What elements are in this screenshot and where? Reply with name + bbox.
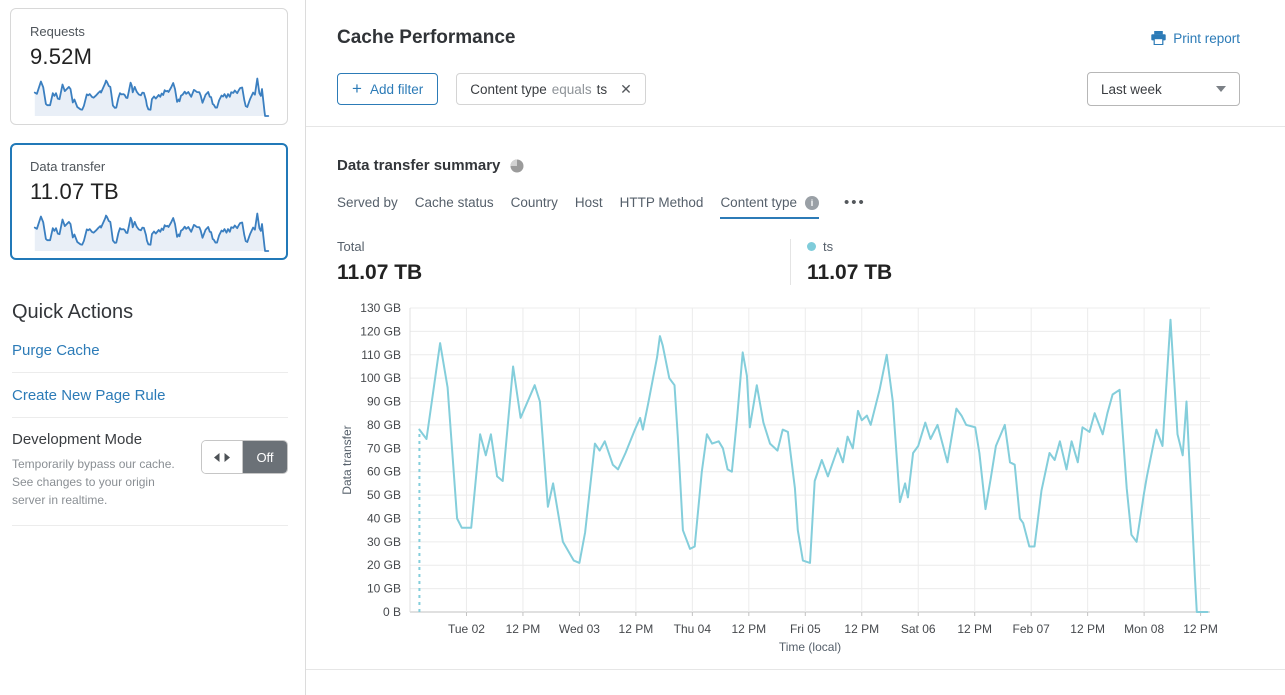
bottom-divider [306, 669, 1285, 670]
sparkline-canvas [33, 77, 270, 117]
printer-icon [1151, 31, 1166, 45]
quick-action-purge-cache[interactable]: Purge Cache [12, 328, 288, 373]
svg-text:Wed 03: Wed 03 [559, 622, 600, 636]
tab-label: Country [510, 195, 558, 210]
total-label: Total [337, 239, 365, 254]
development-mode-toggle[interactable]: Off [201, 440, 288, 474]
svg-text:Thu 04: Thu 04 [674, 622, 712, 636]
filter-chip-operator: equals [551, 81, 592, 97]
series-value: 11.07 TB [807, 261, 893, 284]
svg-text:10 GB: 10 GB [367, 582, 401, 596]
total-block: Total 11.07 TB [337, 239, 790, 285]
sparkline-canvas [33, 212, 270, 252]
tab-label: Served by [337, 195, 398, 210]
svg-text:20 GB: 20 GB [367, 558, 401, 572]
tab-label: Host [574, 195, 603, 210]
development-mode-block: Development Mode Temporarily bypass our … [12, 418, 288, 526]
svg-text:120 GB: 120 GB [360, 324, 401, 338]
print-report-label: Print report [1173, 30, 1240, 46]
page-title: Cache Performance [337, 27, 516, 48]
summary-tabs: Served by Cache status Country Host HTTP Met… [337, 194, 1240, 220]
quick-action-create-new-page-rule[interactable]: Create New Page Rule [12, 373, 288, 418]
svg-text:60 GB: 60 GB [367, 465, 401, 479]
svg-text:0 B: 0 B [383, 605, 401, 619]
filter-chip-value: ts [596, 81, 608, 97]
remove-filter-icon[interactable] [620, 81, 632, 98]
requests-sparkline [30, 73, 270, 118]
quick-actions-title: Quick Actions [12, 301, 134, 323]
svg-text:12 PM: 12 PM [1183, 622, 1218, 636]
filter-chip-content-type: Content type equals ts [456, 73, 646, 105]
data-transfer-label: Data transfer [30, 159, 106, 174]
svg-text:110 GB: 110 GB [361, 348, 401, 362]
svg-text:12 PM: 12 PM [731, 622, 766, 636]
svg-text:12 PM: 12 PM [506, 622, 541, 636]
svg-text:Feb 07: Feb 07 [1012, 622, 1050, 636]
svg-text:40 GB: 40 GB [367, 511, 401, 525]
tab-label: HTTP Method [619, 195, 704, 210]
tab-label: Cache status [414, 195, 494, 210]
chart-axes: 0 B 10 GB 20 GB 30 GB 40 GB 50 GB 60 GB 70 GB 80… [340, 301, 1218, 654]
header-divider [306, 126, 1285, 127]
svg-text:Sat 06: Sat 06 [901, 622, 936, 636]
print-report-button[interactable]: Print report [1151, 31, 1240, 46]
chart-grid [409, 307, 1210, 613]
time-range-value: Last week [1101, 81, 1162, 97]
svg-text:Data transfer: Data transfer [340, 425, 354, 494]
stat-card-requests[interactable]: Requests 9.52M [10, 8, 288, 125]
toggle-arrows-icon[interactable] [202, 441, 243, 473]
summary-section-title: Data transfer summary [337, 157, 501, 174]
chevron-down-icon [1216, 86, 1226, 92]
legend-block: ts 11.07 TB [790, 239, 892, 285]
info-icon[interactable] [805, 195, 819, 210]
pie-chart-icon [510, 159, 524, 173]
svg-text:12 PM: 12 PM [844, 622, 879, 636]
total-value: 11.07 TB [337, 261, 423, 284]
plus-icon [352, 79, 370, 99]
main-content: Cache Performance Print report Add filte… [306, 0, 1285, 695]
requests-label: Requests [30, 24, 85, 39]
chart-canvas: 0 B 10 GB 20 GB 30 GB 40 GB 50 GB 60 GB 70 GB 80… [340, 301, 1218, 654]
toggle-off-label[interactable]: Off [243, 441, 287, 473]
svg-text:12 PM: 12 PM [957, 622, 992, 636]
data-transfer-chart: 0 B 10 GB 20 GB 30 GB 40 GB 50 GB 60 GB 70 GB 80… [337, 298, 1240, 657]
requests-value: 9.52M [30, 44, 93, 69]
svg-text:100 GB: 100 GB [360, 371, 401, 385]
development-mode-title: Development Mode [12, 431, 143, 448]
series-legend-label: ts [823, 239, 834, 254]
svg-text:Mon 08: Mon 08 [1124, 622, 1164, 636]
svg-text:Tue 02: Tue 02 [448, 622, 485, 636]
add-filter-label: Add filter [369, 81, 424, 97]
tab-country[interactable]: Country [511, 195, 558, 219]
svg-text:12 PM: 12 PM [619, 622, 654, 636]
development-mode-description: Temporarily bypass our cache. See change… [12, 457, 175, 507]
filter-chip-field: Content type [470, 81, 547, 97]
svg-text:50 GB: 50 GB [367, 488, 401, 502]
chart-series-ts [418, 318, 1209, 613]
data-transfer-sparkline [30, 208, 270, 253]
stat-card-data-transfer[interactable]: Data transfer 11.07 TB [10, 143, 288, 260]
svg-text:130 GB: 130 GB [360, 301, 401, 315]
svg-text:Time (local): Time (local) [779, 640, 841, 654]
svg-text:80 GB: 80 GB [367, 418, 401, 432]
svg-text:30 GB: 30 GB [367, 535, 401, 549]
svg-text:90 GB: 90 GB [367, 395, 401, 409]
tab-host[interactable]: Host [575, 195, 603, 219]
tab-content-type[interactable]: Content type [720, 195, 819, 219]
svg-text:Fri 05: Fri 05 [790, 622, 821, 636]
more-tabs-button[interactable] [844, 194, 866, 220]
add-filter-button[interactable]: Add filter [337, 73, 439, 105]
tab-served-by[interactable]: Served by [337, 195, 398, 219]
series-legend-dot [807, 242, 816, 251]
svg-text:12 PM: 12 PM [1070, 622, 1105, 636]
sidebar: Requests 9.52M Data transfer 11.07 TB Qu… [0, 0, 306, 695]
time-range-select[interactable]: Last week [1087, 72, 1240, 106]
quick-actions-list: Purge Cache Create New Page Rule [10, 328, 288, 418]
svg-text:70 GB: 70 GB [367, 441, 401, 455]
tab-http-method[interactable]: HTTP Method [620, 195, 704, 219]
tab-cache-status[interactable]: Cache status [415, 195, 494, 219]
tab-label: Content type [720, 195, 797, 210]
data-transfer-value: 11.07 TB [30, 179, 119, 204]
